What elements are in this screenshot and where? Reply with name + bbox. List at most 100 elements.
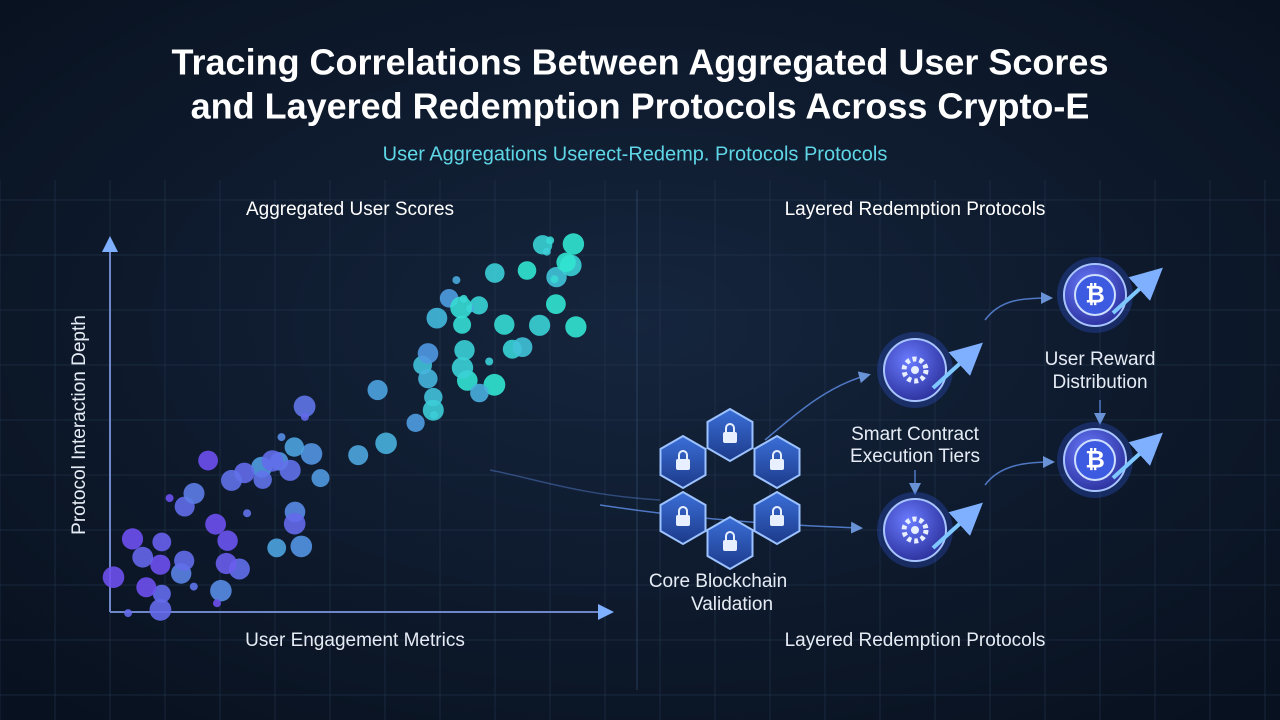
title-line: and Layered Redemption Protocols Across … <box>191 86 1090 127</box>
dot <box>300 443 323 465</box>
dot <box>512 337 533 357</box>
dot <box>418 369 438 389</box>
dot <box>277 433 286 442</box>
dot <box>217 530 238 551</box>
dot <box>422 399 444 421</box>
dot <box>367 379 388 401</box>
scatter-dots <box>102 233 587 621</box>
gear-icon <box>911 366 919 374</box>
dot <box>469 296 488 315</box>
dot <box>121 528 144 550</box>
dot <box>454 340 475 361</box>
arrow-icon <box>1111 267 1163 315</box>
dot <box>375 432 397 455</box>
dot <box>529 314 551 336</box>
dot <box>243 509 252 518</box>
x-axis-label: User Engagement Metrics <box>245 630 465 651</box>
arrow-icon <box>931 502 983 550</box>
gear-icon <box>901 516 929 544</box>
dot <box>453 315 472 334</box>
dot <box>279 459 301 481</box>
dot <box>150 554 171 575</box>
gear-icon <box>901 356 929 384</box>
orbs: ₿₿ <box>877 257 1163 568</box>
dot <box>300 412 309 421</box>
dot <box>165 494 174 503</box>
dot <box>152 584 171 603</box>
coin-icon <box>1074 274 1116 316</box>
dot <box>174 550 195 571</box>
dot <box>210 579 232 602</box>
dot <box>284 437 304 457</box>
dot <box>183 482 205 504</box>
dot <box>550 275 559 284</box>
dot <box>293 395 316 418</box>
dot <box>542 247 551 256</box>
coin-icon: ₿ <box>1085 446 1105 473</box>
gear-icon <box>911 526 919 534</box>
dot <box>417 343 439 364</box>
lock-icon <box>725 531 735 540</box>
dot <box>546 236 555 245</box>
arrow-icon <box>1111 432 1163 480</box>
lock-icon <box>723 432 737 443</box>
node-label: User Reward <box>1045 349 1156 370</box>
dot <box>149 598 172 621</box>
dot <box>213 599 221 608</box>
lock-icon <box>770 459 784 470</box>
lock-icon <box>723 540 737 551</box>
dot <box>102 566 125 588</box>
dot <box>485 263 505 283</box>
dot <box>261 450 284 472</box>
dot <box>451 357 474 379</box>
lock-icon <box>725 423 735 432</box>
dot <box>562 233 585 255</box>
dot <box>290 535 313 558</box>
node-label: Distribution <box>1052 372 1147 393</box>
dot <box>450 296 473 319</box>
dot <box>124 609 133 618</box>
title-line: Tracing Correlations Between Aggregated … <box>172 42 1109 83</box>
dot <box>406 413 425 432</box>
dot <box>132 546 154 568</box>
arrow-icon <box>931 342 983 390</box>
coin-icon: ₿ <box>1085 281 1105 308</box>
dot <box>205 513 227 535</box>
y-axis-label: Protocol Interaction Depth <box>69 315 90 535</box>
dot <box>136 577 157 598</box>
subtitle: User Aggregations Userect-Redemp. Protoc… <box>383 143 888 165</box>
dot <box>483 373 506 396</box>
dot <box>267 538 287 558</box>
dot <box>556 252 576 272</box>
dot <box>546 294 566 314</box>
panel-footer: Layered Redemption Protocols <box>785 630 1046 651</box>
dot <box>426 307 448 329</box>
coin-icon <box>1074 439 1116 481</box>
dot <box>152 532 172 552</box>
dot <box>221 469 242 491</box>
lock-icon <box>678 506 688 515</box>
lock-icon <box>772 506 782 515</box>
hex-cluster <box>659 407 801 571</box>
dot <box>283 512 306 535</box>
panel-title: Aggregated User Scores <box>246 199 454 220</box>
dot <box>311 469 330 488</box>
lock-icon <box>772 450 782 459</box>
node-label: Execution Tiers <box>850 446 980 467</box>
dot <box>459 294 468 303</box>
dot <box>189 582 198 591</box>
dot <box>253 470 272 489</box>
dot <box>198 450 219 471</box>
dot <box>215 552 237 575</box>
node-label: Core Blockchain <box>649 571 787 592</box>
dot <box>565 316 587 338</box>
dot <box>485 357 494 366</box>
node-label: Smart Contract <box>851 424 979 445</box>
lock-icon <box>770 515 784 526</box>
dot <box>452 276 461 285</box>
lock-icon <box>676 459 690 470</box>
dot <box>348 445 369 466</box>
node-label: Validation <box>691 594 773 615</box>
